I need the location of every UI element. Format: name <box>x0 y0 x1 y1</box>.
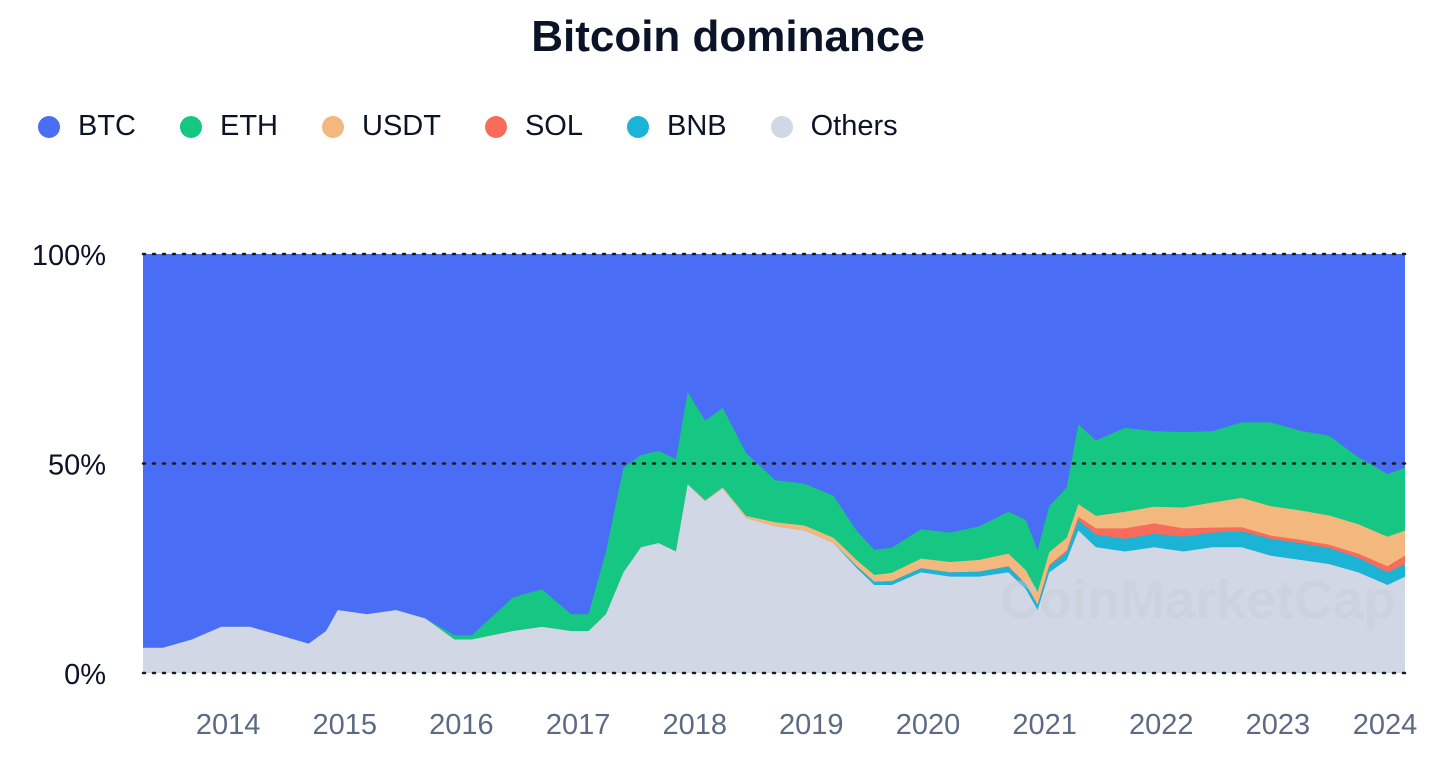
legend-dot-icon <box>770 115 793 138</box>
legend-item-sol[interactable]: SOL <box>484 110 583 143</box>
area-others <box>143 484 1405 673</box>
y-axis: 100% 50% 0% <box>32 240 106 691</box>
legend-item-eth[interactable]: ETH <box>180 110 278 143</box>
legend-label: BTC <box>78 110 136 142</box>
y-tick-label: 100% <box>32 240 106 272</box>
watermark: CoinMarketCap <box>1000 570 1396 630</box>
x-tick-label: 2015 <box>313 709 378 741</box>
legend-dot-icon <box>322 115 344 138</box>
legend-label: ETH <box>220 110 278 142</box>
legend-label: BNB <box>666 110 727 142</box>
legend-item-btc[interactable]: BTC <box>38 110 136 143</box>
legend-item-others[interactable]: Others <box>770 110 898 143</box>
legend-dot-icon <box>626 115 649 138</box>
legend-dot-icon <box>180 115 202 138</box>
legend-dot-icon <box>484 115 507 138</box>
x-tick-label: 2024 <box>1353 709 1418 741</box>
x-tick-label: 2016 <box>429 709 494 741</box>
x-tick-label: 2019 <box>779 709 844 741</box>
x-tick-label: 2017 <box>546 709 611 741</box>
legend-label: USDT <box>362 110 441 142</box>
x-tick-label: 2014 <box>196 709 261 741</box>
chart-title: Bitcoin dominance <box>531 12 925 61</box>
x-tick-label: 2021 <box>1012 709 1077 741</box>
legend-item-usdt[interactable]: USDT <box>322 110 441 143</box>
x-tick-label: 2023 <box>1246 709 1311 741</box>
y-tick-label: 50% <box>48 450 106 482</box>
gridlines <box>141 252 1407 675</box>
legend-dot-icon <box>38 115 60 138</box>
legend: BTC ETH USDT SOL BNB Others <box>38 110 942 143</box>
y-tick-label: 0% <box>64 659 106 691</box>
legend-label: Others <box>810 110 898 142</box>
legend-item-bnb[interactable]: BNB <box>626 110 727 143</box>
legend-label: SOL <box>524 110 583 142</box>
x-axis: 2014 2015 2016 2017 2018 2019 2020 2021 2022 2023… <box>196 709 1417 741</box>
x-tick-label: 2018 <box>662 709 727 741</box>
x-tick-label: 2020 <box>896 709 961 741</box>
x-tick-label: 2022 <box>1129 709 1194 741</box>
